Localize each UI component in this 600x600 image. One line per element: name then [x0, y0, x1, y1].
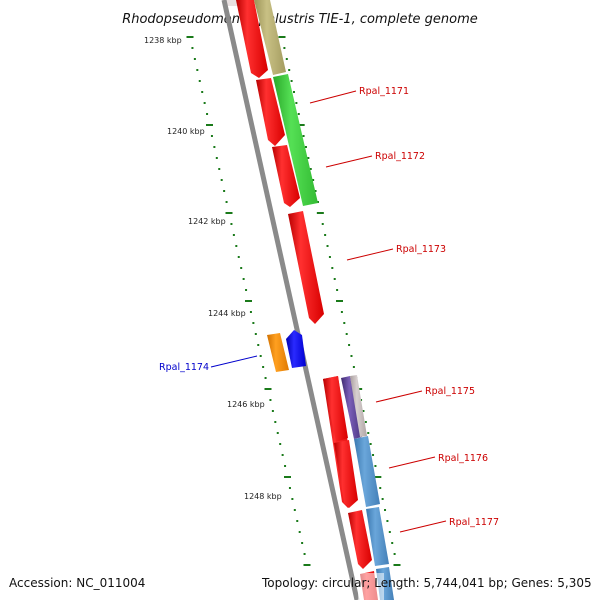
topology-text: Topology: circular; Length: 5,744,041 bp…	[261, 576, 592, 590]
gene-label-rpal-1173[interactable]: Rpal_1173	[396, 244, 446, 255]
map-title: Rhodopseudomonas palustris TIE-1, comple…	[122, 12, 478, 27]
label-leader	[210, 355, 258, 368]
ruler-label: 1240 kbp	[167, 127, 205, 136]
ruler-label: 1246 kbp	[227, 400, 265, 409]
ruler-label: 1242 kbp	[188, 217, 226, 226]
gene-label-rpal-1172[interactable]: Rpal_1172	[375, 151, 425, 162]
label-leader	[399, 520, 447, 533]
cds-arrow-rpal-1173[interactable]	[288, 211, 324, 324]
cog-block-green	[273, 74, 318, 206]
cog-block-grey	[350, 375, 367, 437]
cds-arrow-rpal-1171[interactable]	[256, 78, 285, 146]
label-leader	[375, 390, 423, 403]
cog-block-purple	[341, 376, 362, 439]
cds-arrow-rpal-1172[interactable]	[272, 145, 300, 207]
cog-block-steel	[354, 436, 380, 507]
ruler-label: 1248 kbp	[244, 492, 282, 501]
cds-segment	[334, 440, 358, 508]
cds-segment	[323, 376, 348, 442]
cds-arrow[interactable]	[236, 0, 268, 78]
gene-label-rpal-1176[interactable]: Rpal_1176	[438, 453, 488, 464]
cds-arrow-rpal-1177[interactable]	[348, 510, 372, 569]
cog-block-steel	[366, 507, 389, 566]
gene-label-rpal-1175[interactable]: Rpal_1175	[425, 386, 475, 397]
ruler-label: 1238 kbp	[144, 36, 182, 45]
cds-arrow-rpal-1174[interactable]	[286, 330, 306, 368]
cog-block-orange	[267, 333, 289, 372]
gene-label-rpal-1174[interactable]: Rpal_1174	[159, 362, 209, 373]
cog-block-olive	[254, 0, 286, 75]
label-leader	[388, 456, 436, 469]
label-leader	[325, 155, 373, 168]
label-leader	[309, 90, 357, 104]
label-leader	[346, 248, 394, 261]
gene-label-rpal-1177[interactable]: Rpal_1177	[449, 517, 499, 528]
genome-backbone	[221, 0, 360, 600]
footer-backdrop	[358, 573, 384, 600]
ruler-label: 1244 kbp	[208, 309, 246, 318]
accession-text: Accession: NC_011004	[9, 576, 145, 590]
gene-label-rpal-1171[interactable]: Rpal_1171	[359, 86, 409, 97]
